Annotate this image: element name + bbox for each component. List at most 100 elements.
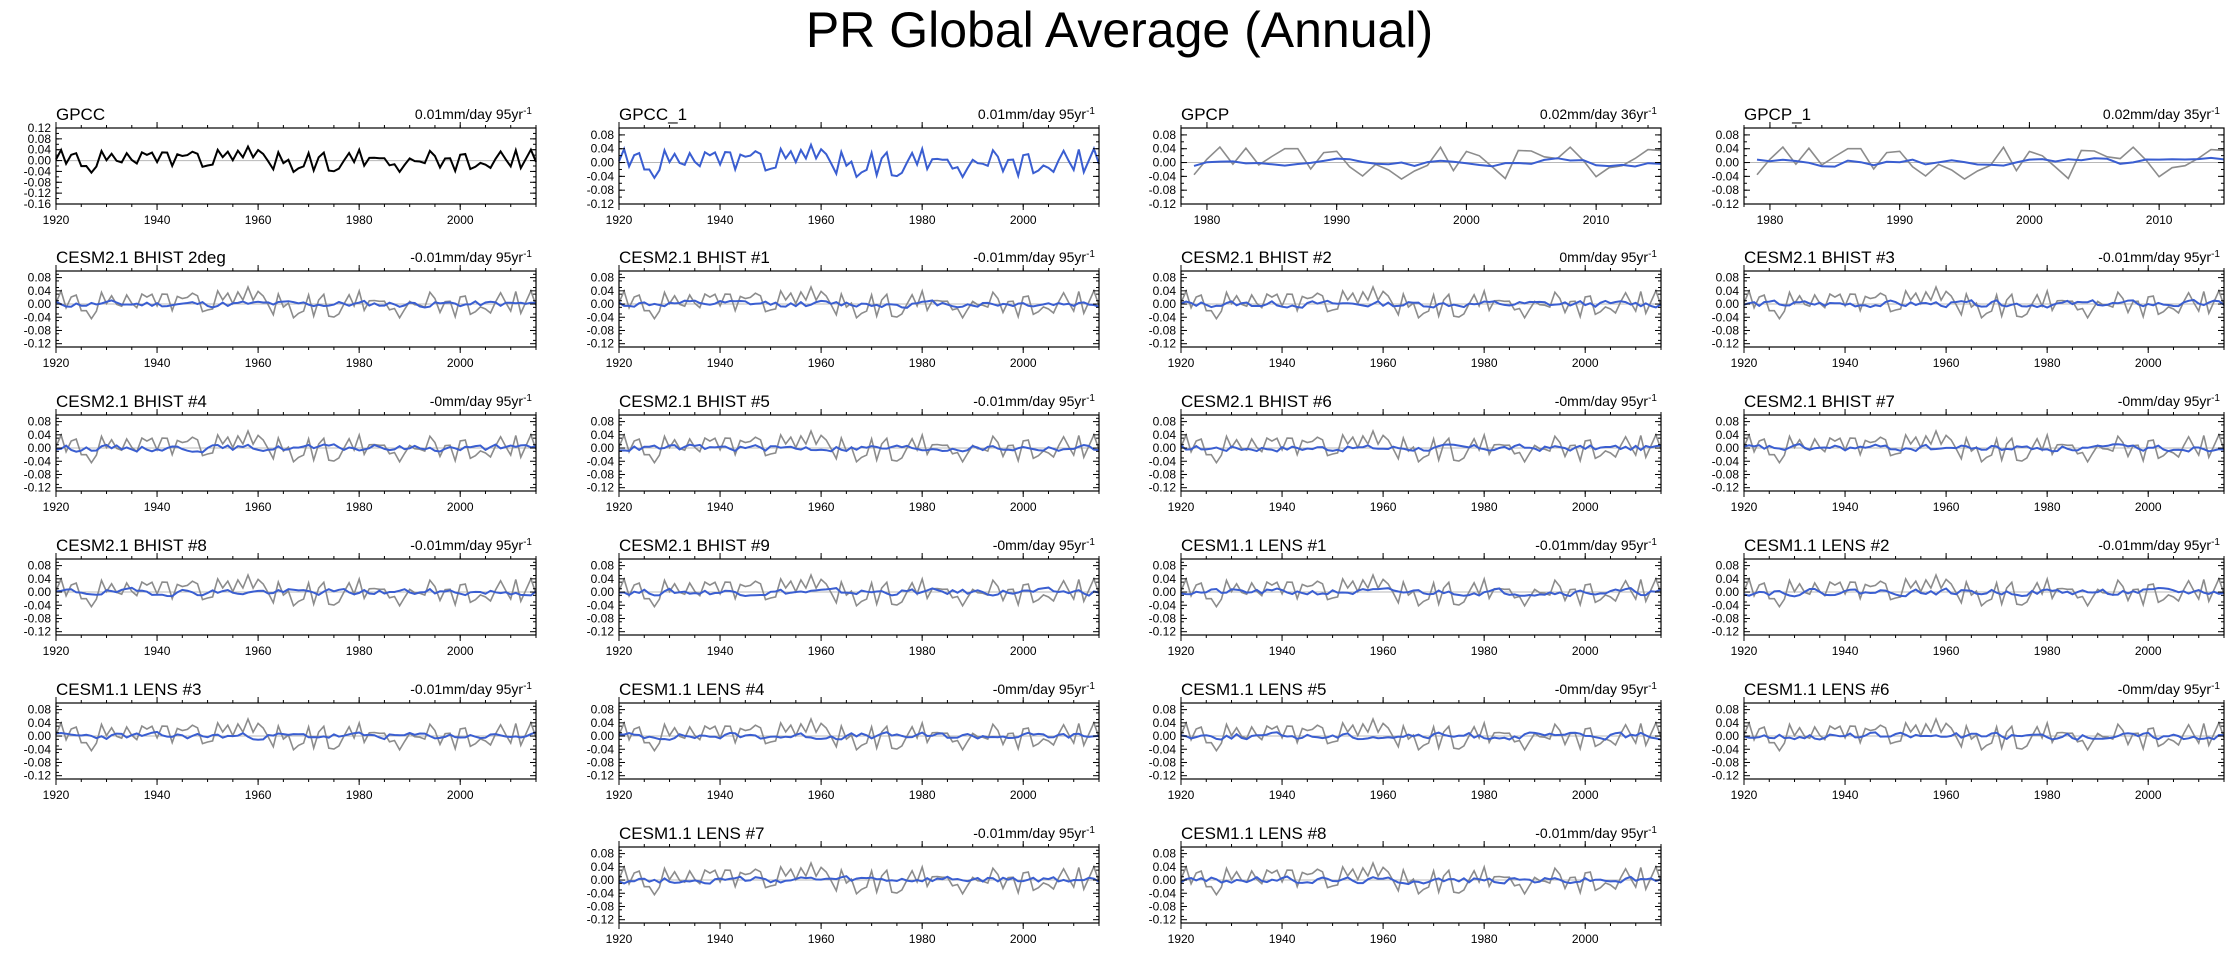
x-tick-label: 1960 — [1370, 932, 1397, 946]
x-tick-label: 2000 — [2135, 356, 2162, 370]
y-tick-label: 0.00 — [1716, 585, 1740, 599]
series-line — [618, 716, 1100, 753]
series-line — [1743, 428, 2225, 465]
x-tick-label: 1940 — [707, 644, 734, 658]
panel-title: CESM1.1 LENS #1 — [1181, 536, 1327, 555]
x-tick-label: 2000 — [1010, 788, 1037, 802]
y-tick-label: 0.04 — [1153, 572, 1177, 586]
y-tick-label: -0.12 — [587, 197, 615, 211]
x-tick-label: 1940 — [1269, 644, 1296, 658]
panel-title: CESM1.1 LENS #5 — [1181, 680, 1327, 699]
trend-label: -0mm/day 95yr-1 — [993, 681, 1096, 697]
trend-label: -0.01mm/day 95yr-1 — [1535, 537, 1657, 553]
y-tick-label: 0.04 — [28, 143, 52, 157]
panel-title: GPCC_1 — [619, 105, 687, 124]
panel-title: CESM2.1 BHIST 2deg — [56, 248, 226, 267]
figure-title: PR Global Average (Annual) — [805, 2, 1434, 58]
y-tick-label: -0.08 — [1712, 755, 1740, 769]
panel-title: CESM2.1 BHIST #5 — [619, 392, 770, 411]
panel-title: GPCP — [1181, 105, 1229, 124]
y-tick-label: -0.12 — [24, 186, 52, 200]
x-tick-label: 1980 — [909, 500, 936, 514]
x-tick-label: 1960 — [1370, 788, 1397, 802]
x-tick-label: 1990 — [1886, 213, 1913, 227]
panel-21: CESM1.1 LENS #8 -0.01mm/day 95yr-10.080.0… — [1149, 824, 1662, 946]
series-line — [1180, 299, 1662, 309]
y-tick-label: 0.08 — [591, 415, 615, 429]
series-line — [1180, 860, 1662, 897]
series-line — [1180, 572, 1662, 609]
x-tick-label: 1980 — [346, 356, 373, 370]
x-tick-label: 1940 — [144, 500, 171, 514]
x-tick-label: 1940 — [144, 788, 171, 802]
trend-label: -0mm/day 95yr-1 — [993, 537, 1096, 553]
y-tick-label: 0.00 — [28, 154, 52, 168]
series-line — [618, 299, 1100, 309]
plot-frame — [1743, 558, 2225, 636]
x-tick-label: 2000 — [1453, 213, 1480, 227]
panel-4: CESM2.1 BHIST 2deg -0.01mm/day 95yr-1 0.08… — [24, 248, 537, 370]
y-tick-label: 0.00 — [1153, 156, 1177, 170]
x-tick-label: 1920 — [1168, 932, 1195, 946]
y-tick-label: 0.08 — [1153, 847, 1177, 861]
panel-title: CESM2.1 BHIST #9 — [619, 536, 770, 555]
y-tick-label: 0.04 — [591, 428, 615, 442]
y-tick-label: -0.12 — [1712, 625, 1740, 639]
y-tick-label: -0.12 — [1149, 197, 1177, 211]
panel-title: CESM1.1 LENS #3 — [56, 680, 202, 699]
x-tick-label: 1940 — [1832, 356, 1859, 370]
plot-frame — [55, 558, 537, 636]
plot-frame — [1180, 702, 1662, 780]
x-tick-label: 1960 — [245, 500, 272, 514]
panel-2: GPCP 0.02mm/day 36yr-10.080.040.00-0.04-0… — [1149, 105, 1662, 227]
y-tick-label: 0.00 — [1153, 729, 1177, 743]
x-tick-label: 1960 — [808, 644, 835, 658]
y-tick-label: -0.12 — [1712, 481, 1740, 495]
x-tick-label: 2000 — [1010, 500, 1037, 514]
x-tick-label: 2000 — [1010, 644, 1037, 658]
x-tick-label: 1980 — [1194, 213, 1221, 227]
y-tick-label: -0.08 — [24, 175, 52, 189]
trend-label: 0.01mm/day 95yr-1 — [415, 106, 533, 122]
y-tick-label: -0.04 — [587, 169, 615, 183]
x-tick-label: 1960 — [1370, 644, 1397, 658]
panel-title: CESM1.1 LENS #7 — [619, 824, 765, 843]
x-tick-label: 1920 — [1731, 500, 1758, 514]
x-tick-label: 1920 — [1168, 788, 1195, 802]
trend-label: -0.01mm/day 95yr-1 — [973, 393, 1095, 409]
y-tick-label: -0.04 — [587, 886, 615, 900]
y-tick-label: 0.08 — [591, 271, 615, 285]
x-tick-label: 1980 — [1471, 932, 1498, 946]
y-tick-label: 0.00 — [1153, 441, 1177, 455]
x-tick-label: 1940 — [144, 644, 171, 658]
y-tick-label: 0.08 — [28, 132, 52, 146]
panel-title: GPCP_1 — [1744, 105, 1811, 124]
x-tick-label: 1980 — [1471, 644, 1498, 658]
x-tick-label: 1920 — [1731, 356, 1758, 370]
series-line — [55, 144, 537, 175]
y-tick-label: 0.08 — [1153, 559, 1177, 573]
panel-8: CESM2.1 BHIST #4 -0mm/day 95yr-1 0.080.040… — [24, 392, 537, 514]
x-tick-label: 1920 — [43, 788, 70, 802]
x-tick-label: 2000 — [1572, 788, 1599, 802]
trend-label: -0.01mm/day 95yr-1 — [1535, 825, 1657, 841]
x-tick-label: 2000 — [1010, 356, 1037, 370]
y-tick-label: 0.08 — [1716, 559, 1740, 573]
y-tick-label: 0.04 — [28, 428, 52, 442]
y-tick-label: 0.08 — [28, 271, 52, 285]
plot-frame — [55, 270, 537, 348]
x-tick-label: 1940 — [1832, 644, 1859, 658]
panel-3: GPCP_1 0.02mm/day 35yr-1 0.080.040.00-0.04… — [1712, 105, 2225, 227]
panel-10: CESM2.1 BHIST #6 -0mm/day 95yr-1 0.080.040… — [1149, 392, 1662, 514]
x-tick-label: 1920 — [43, 644, 70, 658]
panel-12: CESM2.1 BHIST #8 -0.01mm/day 95yr-10.080.… — [24, 536, 537, 658]
y-tick-label: -0.08 — [1712, 323, 1740, 337]
panel-title: CESM1.1 LENS #2 — [1744, 536, 1890, 555]
y-tick-label: -0.12 — [24, 481, 52, 495]
y-tick-label: -0.04 — [587, 310, 615, 324]
y-tick-label: 0.00 — [591, 585, 615, 599]
series-line — [1756, 145, 2225, 180]
x-tick-label: 1960 — [1933, 644, 1960, 658]
series-line — [55, 572, 537, 609]
y-tick-label: -0.08 — [1712, 183, 1740, 197]
